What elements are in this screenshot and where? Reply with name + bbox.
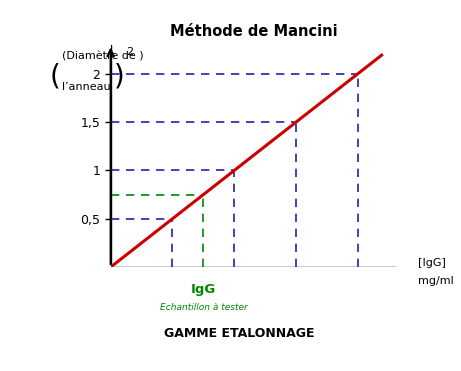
Text: (: ( (49, 62, 60, 90)
Title: Méthode de Mancini: Méthode de Mancini (170, 24, 337, 39)
Text: ): ) (113, 62, 124, 90)
Text: [IgG]: [IgG] (418, 258, 446, 268)
Text: GAMME ETALONNAGE: GAMME ETALONNAGE (164, 327, 314, 340)
Text: mg/ml: mg/ml (418, 276, 454, 286)
Text: IgG: IgG (191, 283, 216, 296)
Text: l’anneau: l’anneau (62, 82, 111, 92)
Text: (Diamètre de ): (Diamètre de ) (62, 51, 144, 61)
Text: 2: 2 (126, 47, 134, 57)
Text: Echantillon à tester: Echantillon à tester (160, 303, 248, 312)
